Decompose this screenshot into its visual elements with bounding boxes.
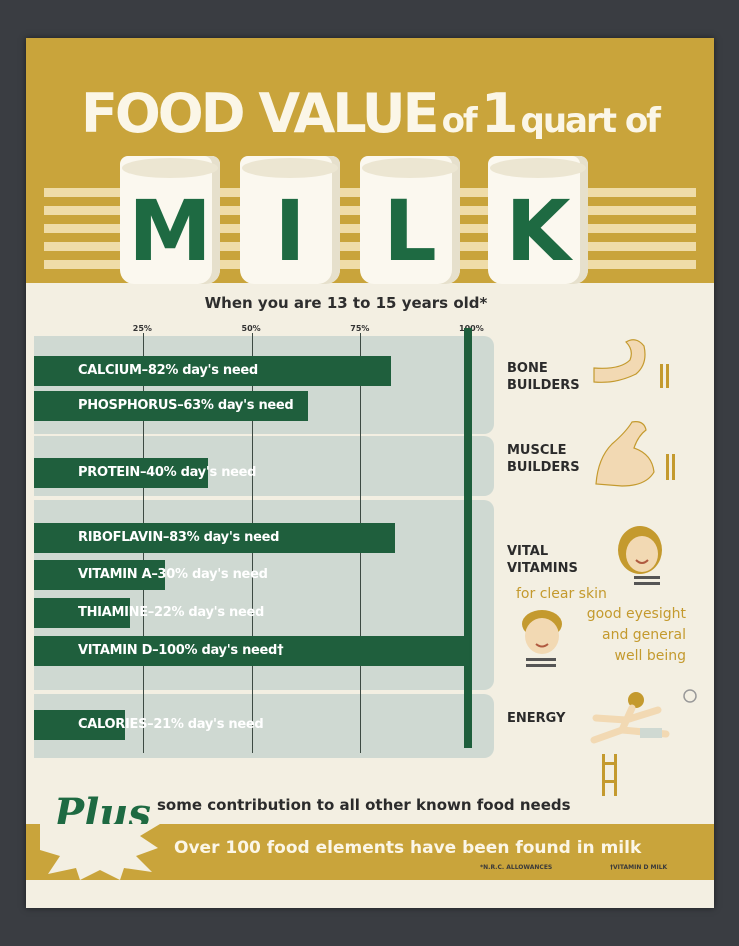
bar: [34, 356, 391, 386]
title-one: 1: [480, 82, 519, 145]
note-well-being: well being: [614, 648, 686, 664]
group-band-edge: [474, 336, 494, 434]
glass-letter: I: [274, 182, 306, 280]
hurdler-icon: [590, 689, 697, 796]
note-good-eyesight: good eyesight: [586, 606, 686, 622]
note-and-general: and general: [602, 627, 686, 643]
group-label-muscle-builders: MUSCLE BUILDERS: [507, 443, 580, 475]
title-quart-of: quart of: [520, 101, 660, 141]
bar: [34, 636, 469, 666]
note-clear-skin: for clear skin: [516, 586, 607, 602]
bar-label: RIBOFLAVIN–83% day's need: [78, 530, 280, 545]
bar: [34, 391, 309, 421]
flexed-arm-icon: [593, 339, 669, 388]
glass-letter: K: [505, 182, 571, 280]
poster-title: FOOD VALUE of 1 quart of: [26, 82, 714, 145]
group-label-energy: ENERGY: [507, 711, 566, 726]
group-label-vital-vitamins: VITAL VITAMINS: [507, 544, 578, 576]
girl-face-icon: [618, 526, 662, 585]
footnote-vitamin-d: †VITAMIN D MILK: [610, 864, 668, 871]
bar-label: PHOSPHORUS–63% day's need: [78, 398, 294, 413]
title-food-value: FOOD VALUE: [81, 82, 439, 145]
group-band-edge: [474, 694, 494, 758]
starburst-icon: [40, 824, 160, 880]
milk-glass: I: [240, 156, 340, 284]
milk-glass: L: [360, 156, 460, 284]
title-of: of: [441, 101, 478, 141]
bar-label: PROTEIN–40% day's need: [78, 465, 257, 480]
group-label-bone-builders: BONE BUILDERS: [507, 361, 580, 393]
tick-label: 50%: [241, 324, 261, 333]
tick-label: 25%: [132, 324, 152, 333]
bar: [34, 523, 396, 553]
bar-label: VITAMIN A–30% day's need: [78, 567, 268, 582]
subtitle: When you are 13 to 15 years old*: [204, 294, 488, 312]
glass-letter: M: [128, 182, 212, 280]
glass-letter: L: [383, 182, 437, 280]
bar: [34, 710, 126, 740]
milk-glass: M: [120, 156, 220, 284]
bar: [34, 458, 208, 488]
bar-label: VITAMIN D–100% day's need†: [78, 643, 284, 658]
bar: [34, 598, 130, 628]
footer-headline: Over 100 food elements have been found i…: [174, 838, 642, 858]
group-band-edge: [474, 436, 494, 496]
poster: FOOD VALUE of 1 quart of M I L K When yo…: [26, 38, 714, 908]
bar: [34, 560, 165, 590]
bar-label: THIAMINE–22% day's need: [78, 605, 265, 620]
milk-glass: K: [488, 156, 588, 284]
group-band-edge: [474, 500, 494, 690]
line-100-percent: [464, 328, 472, 748]
bar-label: CALORIES–21% day's need: [78, 717, 264, 732]
footnote-nrc: *N.R.C. ALLOWANCES: [480, 864, 553, 871]
bar-label: CALCIUM–82% day's need: [78, 363, 258, 378]
muscle-arm-icon: [595, 421, 675, 487]
boy-face-icon: [522, 610, 562, 667]
tick-label: 75%: [350, 324, 370, 333]
contribution-text: some contribution to all other known foo…: [157, 796, 571, 814]
